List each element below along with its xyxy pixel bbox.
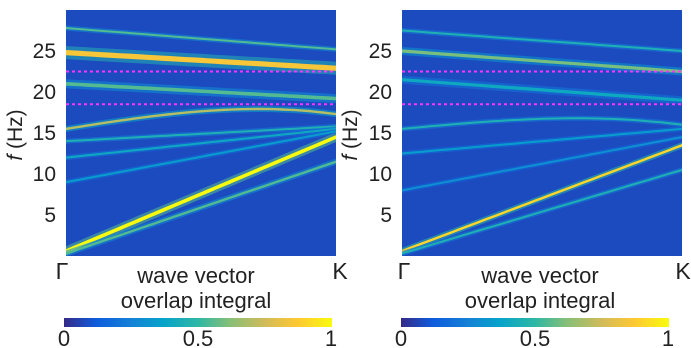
y-tick-25: 25 [369, 40, 392, 63]
band-4 [402, 144, 682, 253]
colorbar-tick-half: 0.5 [520, 326, 551, 348]
band-0 [66, 50, 336, 71]
colorbar-tick-0: 0 [58, 326, 70, 348]
band-4 [66, 135, 336, 253]
y-tick-labels: 5 10 15 20 25 [33, 40, 56, 227]
band-2 [66, 82, 336, 101]
x-axis-label: wave vector [480, 263, 598, 288]
colorbar-label: overlap integral [465, 288, 615, 313]
band-3 [66, 107, 336, 131]
colorbar-tick-0: 0 [395, 326, 407, 348]
band-5 [402, 168, 682, 255]
y-tick-20: 20 [33, 81, 56, 104]
y-tick-5: 5 [44, 204, 56, 227]
x-tick-k: K [332, 258, 348, 284]
colorbar [401, 318, 669, 327]
reference-lines [402, 70, 682, 106]
band-3 [402, 117, 682, 130]
band-7 [66, 127, 336, 159]
band-1 [402, 29, 682, 52]
band-7 [402, 136, 682, 192]
y-tick-labels: 5 10 15 20 25 [369, 40, 392, 227]
band-6 [402, 127, 682, 155]
colorbar-tick-1: 1 [662, 326, 674, 348]
colorbar-tick-1: 1 [325, 326, 337, 348]
y-axis-label: f (Hz) [4, 109, 27, 160]
y-tick-25: 25 [33, 40, 56, 63]
band-layer [402, 28, 682, 256]
reference-lines [66, 70, 336, 106]
x-tick-gamma: Γ [398, 258, 411, 284]
x-tick-k: K [675, 258, 691, 284]
y-tick-20: 20 [369, 81, 392, 104]
colorbar [64, 318, 332, 327]
band-5 [66, 160, 336, 255]
band-1 [66, 27, 336, 51]
band-2 [402, 78, 682, 102]
x-axis-label: wave vector [136, 263, 254, 288]
x-tick-gamma: Γ [56, 258, 69, 284]
y-tick-10: 10 [33, 163, 56, 186]
y-tick-15: 15 [369, 122, 392, 145]
band-6 [66, 125, 336, 143]
band-layer [66, 25, 336, 256]
y-tick-10: 10 [369, 163, 392, 186]
band-0 [402, 49, 682, 74]
y-axis-label: f (Hz) [339, 109, 362, 160]
y-tick-15: 15 [33, 122, 56, 145]
colorbar-tick-half: 0.5 [183, 326, 214, 348]
colorbar-label: overlap integral [121, 288, 271, 313]
y-tick-5: 5 [380, 204, 392, 227]
band-8 [66, 130, 336, 184]
